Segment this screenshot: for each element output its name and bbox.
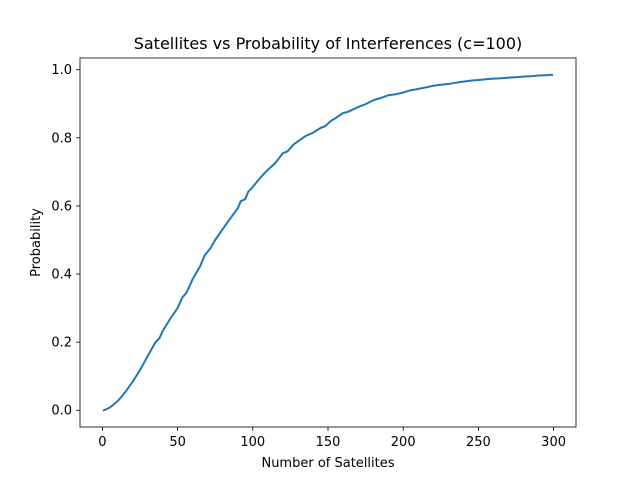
x-axis-ticks: 0 50 100 150 200 250 300 [98, 427, 566, 450]
x-tick-label: 150 [316, 435, 341, 450]
y-tick-label: 0.8 [51, 131, 72, 146]
series-layer [102, 73, 554, 412]
x-axis-title: Number of Satellites [261, 456, 394, 471]
y-tick-label: 0.2 [51, 336, 72, 351]
y-tick-label: 0.4 [51, 268, 72, 283]
x-tick-label: 50 [169, 435, 186, 450]
x-tick-label: 200 [391, 435, 416, 450]
y-tick-label: 0.0 [51, 404, 72, 419]
x-tick-label: 0 [98, 435, 106, 450]
x-tick-label: 100 [240, 435, 265, 450]
series-line [102, 73, 554, 412]
y-axis-ticks: 0.0 0.2 0.4 0.6 0.8 1.0 [51, 63, 80, 419]
y-axis-title: Probability [29, 208, 44, 277]
chart-title: Satellites vs Probability of Interferenc… [134, 34, 523, 53]
x-tick-label: 250 [466, 435, 491, 450]
axes-frame [79, 57, 577, 428]
y-tick-label: 1.0 [51, 63, 72, 78]
y-tick-label: 0.6 [51, 199, 72, 214]
x-tick-label: 300 [541, 435, 566, 450]
